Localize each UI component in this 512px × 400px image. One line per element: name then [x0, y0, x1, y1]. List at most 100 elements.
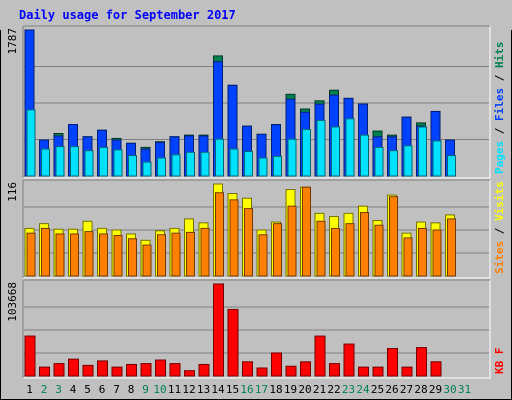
- bar-sites: [186, 231, 195, 277]
- x-tick-label: 28: [414, 383, 427, 396]
- bar-sites: [258, 234, 268, 277]
- bar-kb-f: [300, 361, 311, 377]
- bar-sites: [200, 227, 210, 277]
- bar-sites: [229, 199, 239, 277]
- bar-pages: [200, 151, 210, 177]
- bar-pages: [316, 119, 326, 177]
- bar-sites: [345, 223, 355, 277]
- bar-pages: [374, 146, 384, 177]
- bar-pages: [244, 150, 253, 177]
- panel-visits_sites: 116 Sites / Visits: [6, 179, 506, 279]
- bar-kb-f: [329, 363, 340, 377]
- bar-pages: [171, 154, 181, 177]
- bar-pages: [84, 150, 94, 177]
- bar-kb-f: [343, 343, 355, 377]
- bar-pages: [157, 157, 166, 177]
- bar-sites: [55, 233, 65, 277]
- x-tick-label: 2: [41, 383, 48, 396]
- bar-pages: [302, 128, 311, 177]
- x-tick-label: 6: [99, 383, 106, 396]
- bar-kb-f: [97, 360, 108, 377]
- bar-sites: [171, 232, 181, 277]
- x-tick-label: 31: [458, 383, 471, 396]
- bar-pages: [447, 155, 456, 177]
- x-tick-label: 19: [284, 383, 297, 396]
- bar-sites: [389, 196, 398, 277]
- bar-kb-f: [416, 347, 427, 377]
- bar-kb-f: [184, 370, 195, 377]
- bar-sites: [316, 220, 326, 277]
- bar-sites: [403, 237, 413, 277]
- legend-item: Hits: [493, 42, 506, 69]
- bar-sites: [70, 233, 79, 277]
- bar-pages: [70, 146, 79, 177]
- bar-kb-f: [372, 366, 384, 377]
- bar-pages: [128, 155, 137, 177]
- bar-kb-f: [24, 335, 36, 377]
- legend: KB F: [493, 348, 506, 375]
- bar-sites: [157, 234, 166, 277]
- legend-item: Pages: [493, 141, 506, 174]
- legend: Pages / Files / Hits: [493, 42, 506, 175]
- chart-panels: 1787 Pages / Files / Hits 116 Sites / Visit…: [6, 25, 506, 379]
- bar-sites: [374, 224, 384, 277]
- x-tick-label: 5: [84, 383, 91, 396]
- bar-sites: [287, 205, 297, 277]
- bar-pages: [142, 161, 152, 177]
- bar-sites: [331, 227, 340, 277]
- bar-kb-f: [155, 359, 166, 377]
- bar-sites: [128, 238, 137, 277]
- bar-pages: [113, 149, 123, 177]
- bar-sites: [26, 232, 36, 277]
- x-tick-label: 4: [70, 383, 77, 396]
- bar-sites: [273, 223, 282, 277]
- y-max-label: 103668: [6, 282, 19, 322]
- x-tick-label: 16: [240, 383, 253, 396]
- x-axis-labels: 1 2 3 4 5 6 7 8 9 10 11 12 13 14 15 16 17 18 19 20 21 22 23 24 2…: [26, 383, 471, 396]
- x-tick-label: 22: [327, 383, 340, 396]
- bar-kb-f: [39, 366, 50, 377]
- bar-pages: [55, 146, 65, 177]
- legend-separator: /: [493, 121, 506, 141]
- x-tick-label: 8: [128, 383, 135, 396]
- x-tick-label: 14: [211, 383, 225, 396]
- bar-sites: [432, 229, 442, 277]
- legend: Sites / Visits: [493, 181, 506, 274]
- bar-pages: [403, 145, 413, 177]
- bar-pages: [26, 109, 36, 177]
- legend-item: Visits: [493, 181, 506, 221]
- y-max-label: 116: [6, 182, 19, 202]
- bar-pages: [273, 155, 282, 177]
- legend-separator: /: [493, 68, 506, 88]
- bar-sites: [447, 218, 456, 277]
- x-tick-label: 15: [226, 383, 239, 396]
- bar-kb-f: [401, 366, 413, 377]
- bar-kb-f: [126, 363, 137, 377]
- x-tick-label: 9: [142, 383, 149, 396]
- bar-sites: [142, 244, 152, 277]
- legend-separator: /: [493, 221, 506, 241]
- x-tick-label: 13: [197, 383, 210, 396]
- legend-item: KB F: [493, 348, 506, 375]
- bar-pages: [41, 148, 50, 177]
- bar-sites: [41, 227, 50, 277]
- x-tick-label: 21: [313, 383, 326, 396]
- y-max-label: 1787: [6, 28, 19, 55]
- bar-pages: [418, 126, 427, 177]
- bar-pages: [287, 138, 297, 177]
- x-tick-label: 3: [55, 383, 62, 396]
- bar-sites: [113, 235, 123, 277]
- bar-kb-f: [430, 361, 442, 377]
- x-tick-label: 24: [356, 383, 370, 396]
- legend-item: Sites: [493, 241, 506, 274]
- bar-sites: [302, 186, 311, 277]
- x-tick-label: 25: [371, 383, 384, 396]
- x-tick-label: 30: [443, 383, 456, 396]
- bar-kb-f: [140, 363, 152, 377]
- bar-sites: [360, 212, 369, 277]
- bar-sites: [244, 208, 253, 277]
- bar-kb-f: [53, 363, 65, 377]
- bar-pages: [432, 140, 442, 177]
- x-tick-label: 17: [255, 383, 268, 396]
